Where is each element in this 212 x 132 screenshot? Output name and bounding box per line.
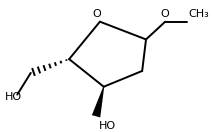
Text: O: O	[93, 9, 101, 19]
Text: HO: HO	[5, 92, 22, 102]
Text: CH₃: CH₃	[188, 9, 209, 19]
Text: HO: HO	[99, 121, 116, 131]
Polygon shape	[92, 87, 104, 117]
Text: O: O	[161, 9, 170, 19]
